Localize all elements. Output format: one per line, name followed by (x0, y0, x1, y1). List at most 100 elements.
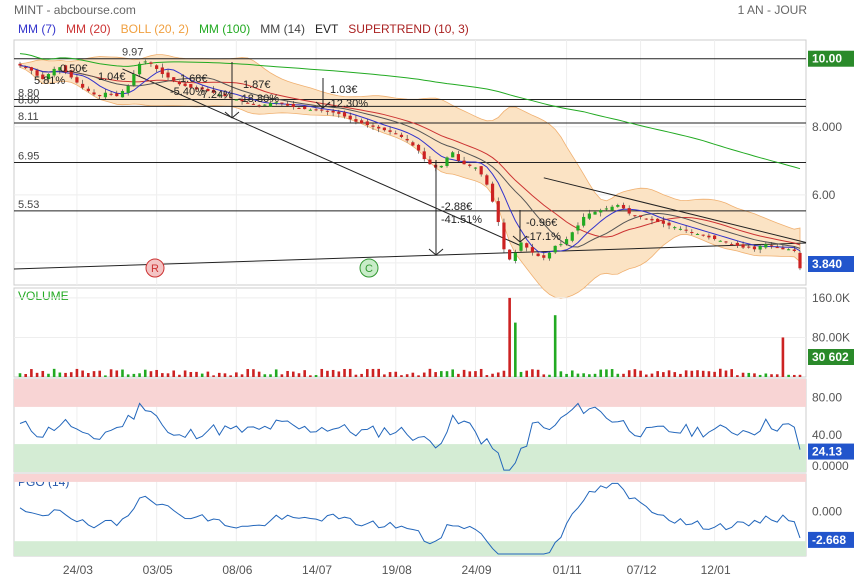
candle-body (291, 103, 295, 108)
pgo-low-zone (14, 541, 806, 556)
volume-bar (195, 371, 198, 377)
volume-bar (172, 370, 176, 377)
volume-bar (525, 370, 529, 377)
volume-bar (388, 372, 392, 377)
candle-body (52, 68, 56, 76)
volume-bar (781, 337, 785, 377)
volume-bar (126, 374, 130, 377)
volume-bar (263, 374, 267, 377)
candle-body (570, 232, 574, 241)
candle-body (132, 74, 136, 86)
last-price-badge: 3.840 (812, 257, 842, 271)
candle-body (211, 89, 216, 93)
volume-bar (400, 375, 403, 377)
candle-body (422, 151, 426, 160)
candle-body (775, 247, 779, 249)
candle-body (200, 87, 204, 90)
volume-bar (274, 369, 278, 377)
level-label: 8.80 (18, 88, 39, 100)
candle-body (519, 242, 523, 251)
candle-body (354, 119, 358, 122)
candle-body (115, 93, 119, 97)
candle-body (496, 201, 500, 223)
volume-bar (337, 371, 341, 377)
candle-body (41, 74, 45, 80)
volume-bar (422, 372, 426, 377)
volume-bar (542, 374, 546, 377)
volume-bar (588, 374, 591, 377)
volume-bar (223, 373, 227, 377)
volume-bar (445, 371, 449, 377)
x-tick-label: 01/11 (553, 563, 582, 577)
volume-bar (502, 370, 506, 377)
candle-body (126, 85, 130, 93)
measure-annotation: 1.68€ (180, 73, 208, 85)
candle-body (377, 126, 381, 129)
candle-body (98, 95, 102, 97)
candle-body (411, 142, 415, 146)
candle-body (627, 208, 631, 214)
volume-bar (178, 374, 181, 377)
volume-bar (109, 369, 113, 377)
candle-body (701, 234, 705, 236)
volume-bar (496, 372, 500, 377)
candle-body (582, 216, 586, 226)
candle-body (661, 220, 665, 224)
candle-body (508, 249, 512, 260)
measure-annotation: -41.51% (441, 214, 482, 226)
volume-bar (326, 370, 329, 377)
volume-bar (428, 368, 432, 377)
chart-title: MINT - abcbourse.com (14, 3, 136, 17)
volume-bar (405, 374, 409, 377)
legend-item-5[interactable]: EVT (314, 22, 339, 36)
legend-item-0[interactable]: MM (7) (18, 22, 56, 36)
candle-body (707, 235, 711, 238)
ma20-line (19, 65, 801, 246)
measure-annotation: -18.80% (238, 93, 279, 105)
candle-body (587, 213, 591, 219)
y-tick-label: 8.000 (812, 120, 842, 134)
volume-bar (24, 374, 27, 377)
candle-body (120, 91, 125, 98)
legend-item-2[interactable]: BOLL (20, 2) (120, 22, 189, 36)
volume-bar (257, 371, 261, 377)
volume-bar (309, 375, 312, 377)
candle-body (718, 240, 722, 242)
candle-body (331, 110, 335, 113)
x-tick-label: 12/01 (701, 563, 731, 577)
volume-bar (485, 375, 489, 377)
y-tick-label: 6.00 (812, 188, 836, 202)
measure-annotation: 5.81% (34, 75, 65, 87)
volume-bar (18, 373, 22, 377)
candle-body (656, 218, 660, 223)
candle-body (769, 245, 774, 247)
legend-item-3[interactable]: MM (100) (198, 22, 251, 36)
candle-body (172, 77, 176, 81)
volume-bar (576, 373, 580, 377)
volume-bar (474, 371, 477, 377)
volume-bar (320, 368, 324, 377)
legend-item-6[interactable]: SUPERTREND (10, 3) (348, 22, 469, 36)
volume-bar (98, 370, 102, 377)
measure-arrow-head (224, 111, 233, 119)
rsi-badge: 24.13 (812, 445, 842, 459)
rsi-overbought-zone (14, 379, 806, 407)
volume-bar (690, 370, 694, 377)
candle-body (337, 111, 341, 114)
candle-body (684, 229, 688, 231)
x-tick-label: 07/12 (627, 563, 657, 577)
volume-bar (514, 322, 517, 377)
x-tick-label: 14/07 (302, 563, 332, 577)
volume-bar (331, 369, 335, 377)
legend-item-1[interactable]: MM (20) (66, 22, 111, 36)
x-tick-label: 24/03 (63, 563, 93, 577)
volume-bar (775, 374, 779, 377)
candle-body (730, 244, 734, 246)
volume-bar (217, 372, 221, 377)
y-tick-label: 80.00K (812, 330, 850, 344)
legend-item-4[interactable]: MM (14) (260, 22, 305, 36)
volume-bar (87, 373, 90, 377)
volume-bar (468, 371, 472, 377)
candle-body (217, 94, 221, 96)
pgo-high-zone (14, 474, 806, 482)
